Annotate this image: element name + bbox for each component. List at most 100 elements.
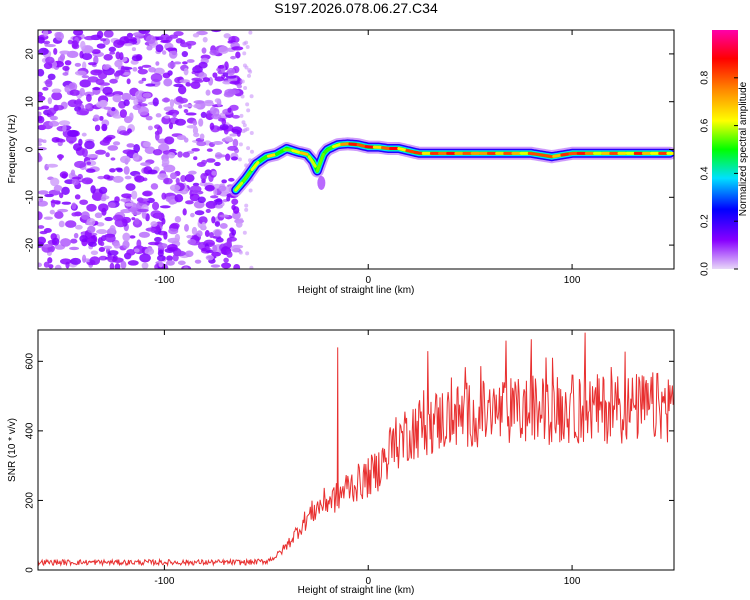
noise-blob [189, 193, 200, 202]
noise-blob [155, 61, 160, 66]
noise-blob [38, 95, 46, 102]
noise-blob [126, 248, 136, 256]
noise-blob [132, 104, 142, 111]
track-segment [315, 152, 325, 173]
noise-blob [84, 140, 95, 150]
noise-blob [81, 177, 94, 185]
noise-blob [221, 262, 232, 269]
noise-blob [155, 132, 160, 141]
noise-blob [210, 30, 222, 33]
track-segment [275, 149, 285, 156]
noise-blob [103, 245, 113, 250]
noise-blob [79, 87, 85, 97]
noise-blob [70, 238, 78, 244]
noise-blob [162, 263, 169, 269]
noise-blob [38, 36, 45, 44]
noise-blob [238, 142, 243, 147]
noise-blob [58, 154, 63, 161]
noise-blob [191, 147, 200, 152]
noise-blob [239, 113, 244, 118]
noise-blob [103, 53, 113, 61]
noise-blob [166, 255, 173, 262]
noise-blob [109, 225, 116, 234]
noise-blob [50, 200, 61, 204]
noise-blob [64, 85, 70, 93]
noise-blob [244, 65, 249, 70]
noise-blob [38, 106, 45, 111]
noise-blob [72, 143, 83, 152]
noise-blob [38, 142, 43, 147]
noise-blob [71, 202, 77, 210]
noise-blob [98, 246, 106, 253]
noise-blob [175, 177, 180, 184]
noise-blob [205, 200, 218, 209]
noise-blob [67, 129, 79, 138]
noise-blob [165, 47, 178, 51]
noise-blob [119, 109, 127, 118]
noise-blob [86, 218, 96, 226]
noise-blob [192, 120, 198, 126]
noise-blob [61, 186, 70, 196]
noise-blob [38, 211, 43, 221]
noise-blob [80, 40, 86, 50]
noise-blob [59, 50, 71, 55]
noise-blob [50, 177, 60, 187]
track-segment [266, 153, 276, 158]
noise-blob [176, 134, 187, 140]
noise-blob [120, 65, 125, 74]
noise-blob [122, 71, 131, 76]
noise-blob [139, 253, 151, 263]
noise-blob [231, 244, 241, 253]
track-segment [397, 147, 407, 152]
noise-blob [169, 99, 175, 108]
noise-blob [99, 115, 104, 121]
noise-blob [86, 203, 97, 212]
noise-blob [61, 201, 72, 205]
noise-blob [183, 137, 189, 143]
noise-blob [48, 264, 54, 269]
noise-blob [184, 223, 189, 232]
noise-blob [211, 88, 223, 95]
noise-blob [81, 75, 90, 79]
noise-blob [145, 35, 156, 45]
noise-blob [122, 232, 131, 242]
noise-blob [230, 156, 238, 161]
noise-blob [235, 221, 243, 228]
noise-blob [86, 161, 92, 165]
snr-x-label: Height of straight line (km) [298, 585, 415, 596]
noise-blob [156, 254, 166, 262]
noise-blob [138, 80, 144, 84]
track-segment [348, 142, 358, 147]
spectrogram-x-label: Height of straight line (km) [298, 285, 415, 296]
noise-blob [168, 34, 179, 39]
track-segment [356, 143, 366, 148]
noise-blob [42, 30, 49, 37]
noise-blob [122, 240, 130, 249]
noise-blob [214, 229, 221, 237]
noise-blob [74, 70, 87, 76]
noise-blob [109, 168, 116, 173]
noise-blob [190, 81, 201, 90]
signal-track [229, 137, 674, 197]
noise-blob [248, 188, 253, 193]
noise-blob [38, 138, 44, 143]
spectrogram-y-label: Frequency (Hz) [7, 115, 18, 184]
noise-blob [248, 69, 253, 74]
y-tick-label: 200 [25, 492, 36, 509]
noise-blob [152, 97, 159, 107]
noise-blob [189, 185, 202, 193]
noise-blob [131, 190, 138, 200]
colorbar-tick-label: 0.6 [700, 118, 711, 132]
noise-blob [47, 257, 53, 264]
noise-blob [93, 114, 100, 122]
noise-blob [247, 73, 252, 78]
noise-blob [225, 75, 237, 79]
noise-blob [212, 244, 218, 253]
noise-blob [128, 37, 137, 42]
noise-blob [212, 141, 224, 145]
noise-blob [105, 152, 110, 158]
y-tick-label: -10 [25, 190, 36, 205]
noise-blob [120, 260, 127, 269]
noise-blob [214, 161, 221, 167]
noise-blob [119, 130, 129, 136]
